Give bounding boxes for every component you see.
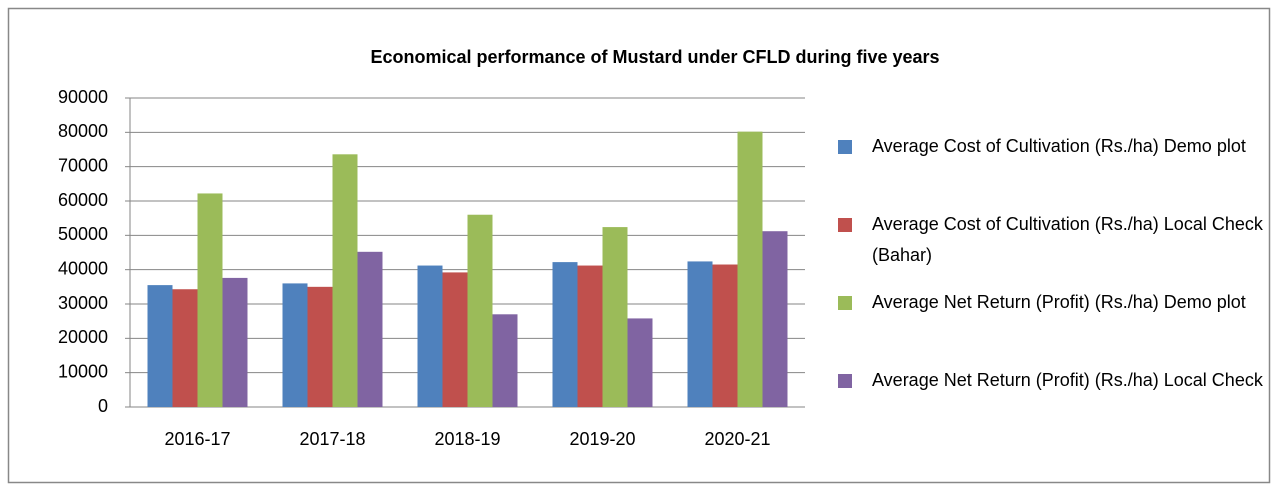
bar — [577, 265, 603, 407]
bar — [282, 283, 308, 407]
legend-swatch — [838, 218, 852, 232]
bar — [627, 318, 653, 407]
bar — [197, 193, 223, 407]
y-tick-label: 10000 — [58, 361, 108, 381]
bar — [602, 227, 628, 407]
x-tick-label: 2018-19 — [434, 429, 500, 449]
legend-entry: Average Cost of Cultivation (Rs./ha) Loc… — [836, 209, 1266, 287]
legend-swatch — [838, 140, 852, 154]
bar — [762, 231, 788, 407]
y-tick-label: 40000 — [58, 258, 108, 278]
legend-entry: Average Cost of Cultivation (Rs./ha) Dem… — [836, 131, 1266, 209]
y-tick-label: 90000 — [58, 87, 108, 107]
legend: Average Cost of Cultivation (Rs./ha) Dem… — [836, 131, 1266, 443]
y-tick-label: 70000 — [58, 155, 108, 175]
legend-label: Average Net Return (Profit) (Rs./ha) Dem… — [872, 292, 1246, 312]
chart-title: Economical performance of Mustard under … — [370, 47, 939, 67]
bar — [687, 261, 713, 407]
bar — [147, 285, 173, 407]
bar — [332, 154, 358, 407]
y-tick-label: 20000 — [58, 327, 108, 347]
y-tick-label: 0 — [98, 396, 108, 416]
y-tick-label: 80000 — [58, 121, 108, 141]
bar — [222, 277, 248, 407]
x-tick-label: 2017-18 — [299, 429, 365, 449]
bar — [492, 314, 518, 407]
legend-swatch — [838, 374, 852, 388]
y-tick-label: 60000 — [58, 190, 108, 210]
y-tick-label: 30000 — [58, 293, 108, 313]
legend-label: Average Cost of Cultivation (Rs./ha) Dem… — [872, 136, 1246, 156]
legend-swatch — [838, 296, 852, 310]
legend-entry: Average Net Return (Profit) (Rs./ha) Loc… — [836, 365, 1266, 443]
legend-entry: Average Net Return (Profit) (Rs./ha) Dem… — [836, 287, 1266, 365]
bar — [442, 272, 468, 407]
y-tick-label: 50000 — [58, 224, 108, 244]
bar — [552, 262, 578, 407]
bar — [417, 265, 443, 407]
bar — [737, 131, 763, 407]
bar — [172, 289, 198, 407]
bar — [357, 251, 383, 407]
bar — [467, 214, 493, 407]
legend-label: Average Net Return (Profit) (Rs./ha) Loc… — [872, 370, 1263, 390]
x-tick-label: 2016-17 — [164, 429, 230, 449]
x-tick-label: 2019-20 — [569, 429, 635, 449]
x-tick-label: 2020-21 — [704, 429, 770, 449]
bar — [307, 286, 333, 407]
legend-label: Average Cost of Cultivation (Rs./ha) Loc… — [872, 214, 1263, 265]
bar — [712, 264, 738, 407]
